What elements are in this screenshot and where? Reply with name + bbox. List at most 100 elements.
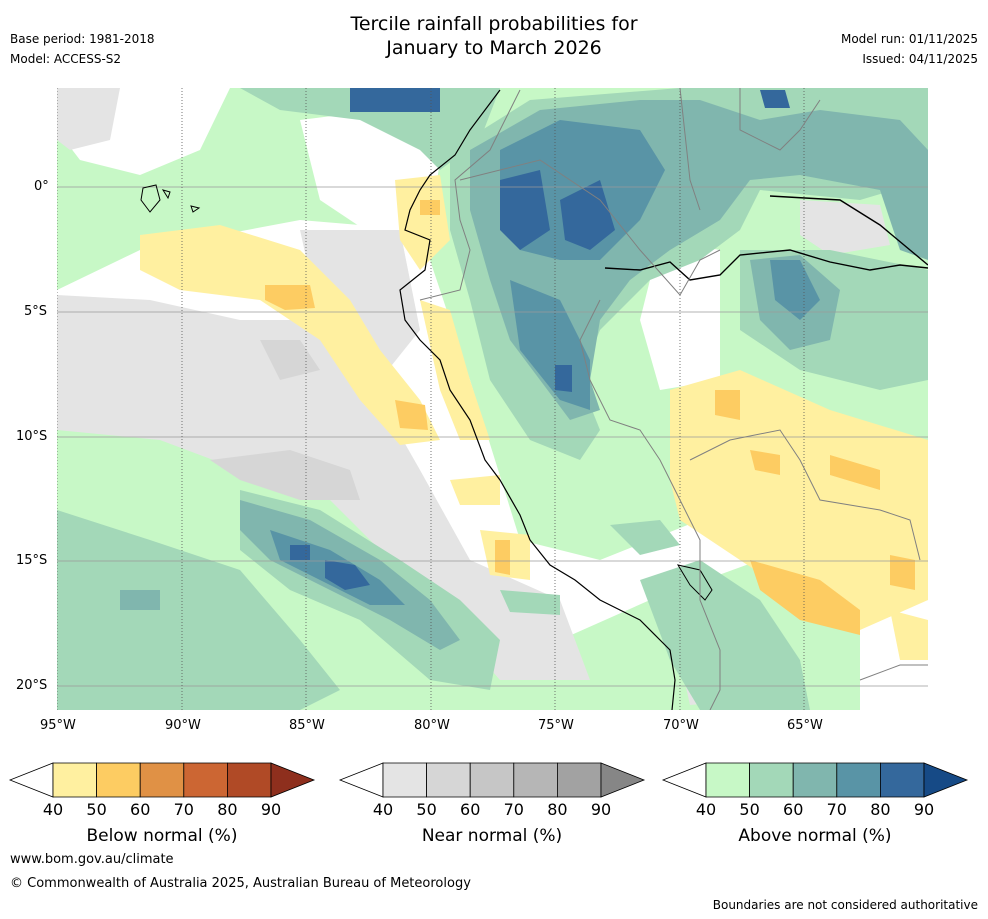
legend-color-box	[96, 762, 141, 798]
map-field	[57, 88, 928, 710]
lake-titicaca	[676, 564, 713, 601]
legend-color-box	[469, 762, 515, 798]
lon-label-90w: 90°W	[165, 718, 201, 733]
legend-high-triangle	[270, 762, 316, 798]
legend-tick-label: 80	[217, 800, 237, 819]
legend-high-triangle	[600, 762, 646, 798]
legend-color-box	[749, 762, 794, 798]
legend-color-box	[705, 762, 750, 798]
base-period: Base period: 1981-2018	[10, 32, 155, 46]
below-normal-area-50	[750, 560, 860, 635]
legend-tick-label: 80	[870, 800, 890, 819]
legend-tick-label: 50	[416, 800, 436, 819]
above-normal-area-80	[500, 170, 550, 250]
legend-color-box	[52, 762, 97, 798]
legend-tick-label: 90	[591, 800, 611, 819]
below-normal-area-50	[265, 285, 315, 310]
model-name: Model: ACCESS-S2	[10, 52, 122, 66]
legend-tick-label: 50	[739, 800, 759, 819]
title-line-1: Tercile rainfall probabilities for	[350, 13, 638, 35]
near-normal-area	[57, 88, 120, 150]
issued-date: Issued: 04/11/2025	[862, 52, 978, 66]
galapagos-islands	[140, 184, 201, 213]
above-normal-area-80	[350, 88, 440, 112]
header-right-info: Model run: 01/11/2025 Issued: 04/11/2025	[841, 29, 978, 69]
below-normal-area-50	[495, 540, 510, 575]
lat-label-0: 0°	[34, 179, 49, 194]
lon-label-75w: 75°W	[538, 718, 574, 733]
lat-label-10s: 10°S	[16, 429, 48, 444]
rio-negro	[769, 195, 928, 266]
above-normal-area-80	[555, 365, 572, 392]
boundary-disclaimer: Boundaries are not considered authoritat…	[712, 898, 978, 912]
legend-low-triangle	[8, 762, 54, 798]
legend-tick-label: 80	[547, 800, 567, 819]
legend-tick-label: 60	[130, 800, 150, 819]
legend-tick-label: 90	[261, 800, 281, 819]
below-normal-area	[420, 300, 490, 440]
legend-color-box	[880, 762, 925, 798]
legend-tick-label: 40	[696, 800, 716, 819]
below-normal-area	[450, 475, 500, 505]
legend-above-normal-label: Above normal (%)	[738, 826, 892, 846]
below-normal-area-50	[890, 555, 915, 590]
legend-tick-label: 60	[460, 800, 480, 819]
lon-label-85w: 85°W	[289, 718, 325, 733]
lon-label-70w: 70°W	[663, 718, 699, 733]
legend-high-triangle	[923, 762, 969, 798]
legend-tick-label: 70	[174, 800, 194, 819]
white-area	[640, 240, 720, 390]
below-normal-area	[890, 610, 928, 660]
above-normal-area	[610, 520, 680, 555]
lat-label-15s: 15°S	[16, 553, 48, 568]
map-title: Tercile rainfall probabilities for Janua…	[0, 12, 988, 60]
legend-near-normal-label: Near normal (%)	[421, 826, 563, 846]
legend-low-triangle	[661, 762, 707, 798]
near-normal-area	[300, 230, 420, 380]
legend-color-box	[836, 762, 881, 798]
legend-tick-label: 40	[43, 800, 63, 819]
lat-label-20s: 20°S	[16, 678, 48, 693]
above-normal-area-80	[760, 90, 790, 108]
legend-color-box	[139, 762, 185, 798]
near-normal-area	[260, 340, 320, 380]
title-line-2: January to March 2026	[386, 37, 602, 59]
legend-color-box	[513, 762, 558, 798]
lon-label-95w: 95°W	[40, 718, 76, 733]
legend-color-box	[382, 762, 428, 798]
legend-below-normal-label: Below normal (%)	[86, 826, 238, 846]
below-normal-area-50	[715, 390, 740, 420]
copyright-notice: © Commonwealth of Australia 2025, Austra…	[10, 876, 471, 891]
above-normal-area-60	[880, 190, 928, 260]
below-normal-area-50	[830, 455, 880, 490]
legend-tick-label: 40	[373, 800, 393, 819]
country-borders	[419, 88, 928, 710]
legend-tick-label: 50	[86, 800, 106, 819]
legend-color-box	[226, 762, 272, 798]
above-normal-area-80	[290, 545, 310, 560]
legend-color-box	[792, 762, 838, 798]
near-normal-area	[800, 200, 890, 255]
website-link[interactable]: www.bom.gov.au/climate	[10, 852, 174, 867]
legend-colorbars: 40 50 60 70 80 90 40 50 60 70 80 90 40 50 60 70 80 90	[8, 762, 969, 819]
lat-label-5s: 5°S	[24, 304, 48, 319]
pacific-coastline	[399, 89, 676, 710]
legend-tick-label: 60	[783, 800, 803, 819]
near-normal-area	[210, 450, 360, 500]
legend-tick-label: 70	[504, 800, 524, 819]
lon-label-65w: 65°W	[787, 718, 823, 733]
below-normal-area	[140, 225, 440, 445]
legend-tick-label: 70	[827, 800, 847, 819]
above-normal-area	[640, 560, 810, 710]
lon-label-80w: 80°W	[414, 718, 450, 733]
model-run: Model run: 01/11/2025	[840, 32, 978, 46]
latitude-gridlines	[57, 186, 928, 687]
above-normal-area	[57, 510, 340, 710]
below-normal-area	[395, 175, 450, 270]
above-normal-area-70	[770, 260, 820, 320]
header-left-info: Base period: 1981-2018 Model: ACCESS-S2	[10, 29, 155, 69]
below-normal-area-50	[750, 450, 780, 475]
above-normal-area-80	[560, 180, 615, 250]
below-normal-area-50	[395, 400, 428, 430]
